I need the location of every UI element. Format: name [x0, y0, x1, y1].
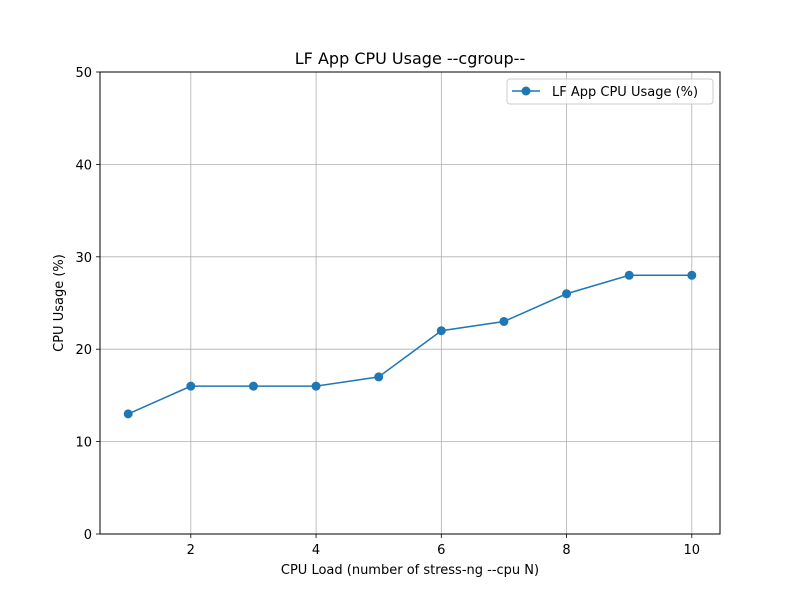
data-point	[311, 381, 321, 391]
plot-area-frame	[99, 71, 721, 535]
grid	[100, 71, 720, 535]
y-tick-label: 0	[84, 528, 92, 543]
chart-title: LF App CPU Usage --cgroup--	[295, 49, 525, 68]
legend-box	[506, 78, 714, 105]
data-point	[624, 270, 634, 280]
data-point	[186, 381, 196, 391]
legend: LF App CPU Usage (%)	[506, 78, 714, 105]
data-point	[499, 316, 509, 326]
y-tick-label: 10	[75, 436, 92, 451]
x-tick-label: 2	[187, 543, 195, 558]
y-tick-label: 30	[75, 251, 92, 266]
data-point	[123, 409, 133, 419]
y-tick-label: 50	[75, 66, 92, 81]
y-tick-label: 40	[75, 158, 92, 173]
data-point	[248, 381, 258, 391]
y-axis-title: CPU Usage (%)	[52, 254, 67, 352]
y-tick-label: 20	[75, 343, 92, 358]
x-tick-label: 6	[437, 543, 445, 558]
legend-marker-swatch	[521, 86, 531, 96]
legend-label: LF App CPU Usage (%)	[552, 85, 698, 100]
axis-ticks: 2 4 6 8 10 0 10 20 30 40 50	[75, 66, 700, 558]
x-tick-label: 10	[684, 543, 701, 558]
x-tick-label: 8	[562, 543, 570, 558]
data-point	[374, 372, 384, 382]
series-layer	[123, 270, 697, 419]
x-axis-title: CPU Load (number of stress-ng --cpu N)	[281, 563, 539, 578]
data-point	[562, 289, 572, 299]
x-tick-label: 4	[312, 543, 320, 558]
data-point	[436, 326, 446, 336]
series-line	[127, 274, 692, 415]
data-point	[687, 270, 697, 280]
